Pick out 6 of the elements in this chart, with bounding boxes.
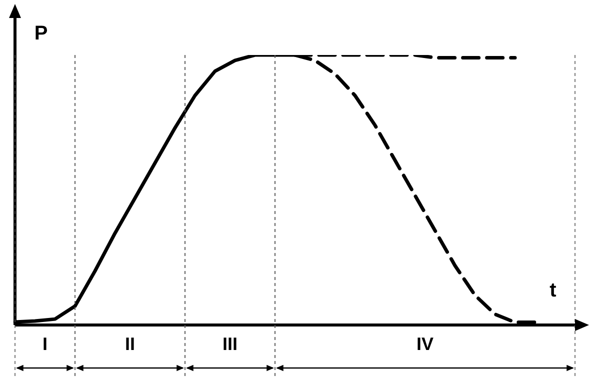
y-axis-title: P bbox=[34, 22, 48, 45]
text: IV bbox=[416, 334, 434, 354]
x-axis-title: t bbox=[550, 280, 557, 302]
text: I bbox=[42, 334, 48, 354]
text: III bbox=[222, 334, 238, 354]
text: II bbox=[124, 334, 136, 354]
